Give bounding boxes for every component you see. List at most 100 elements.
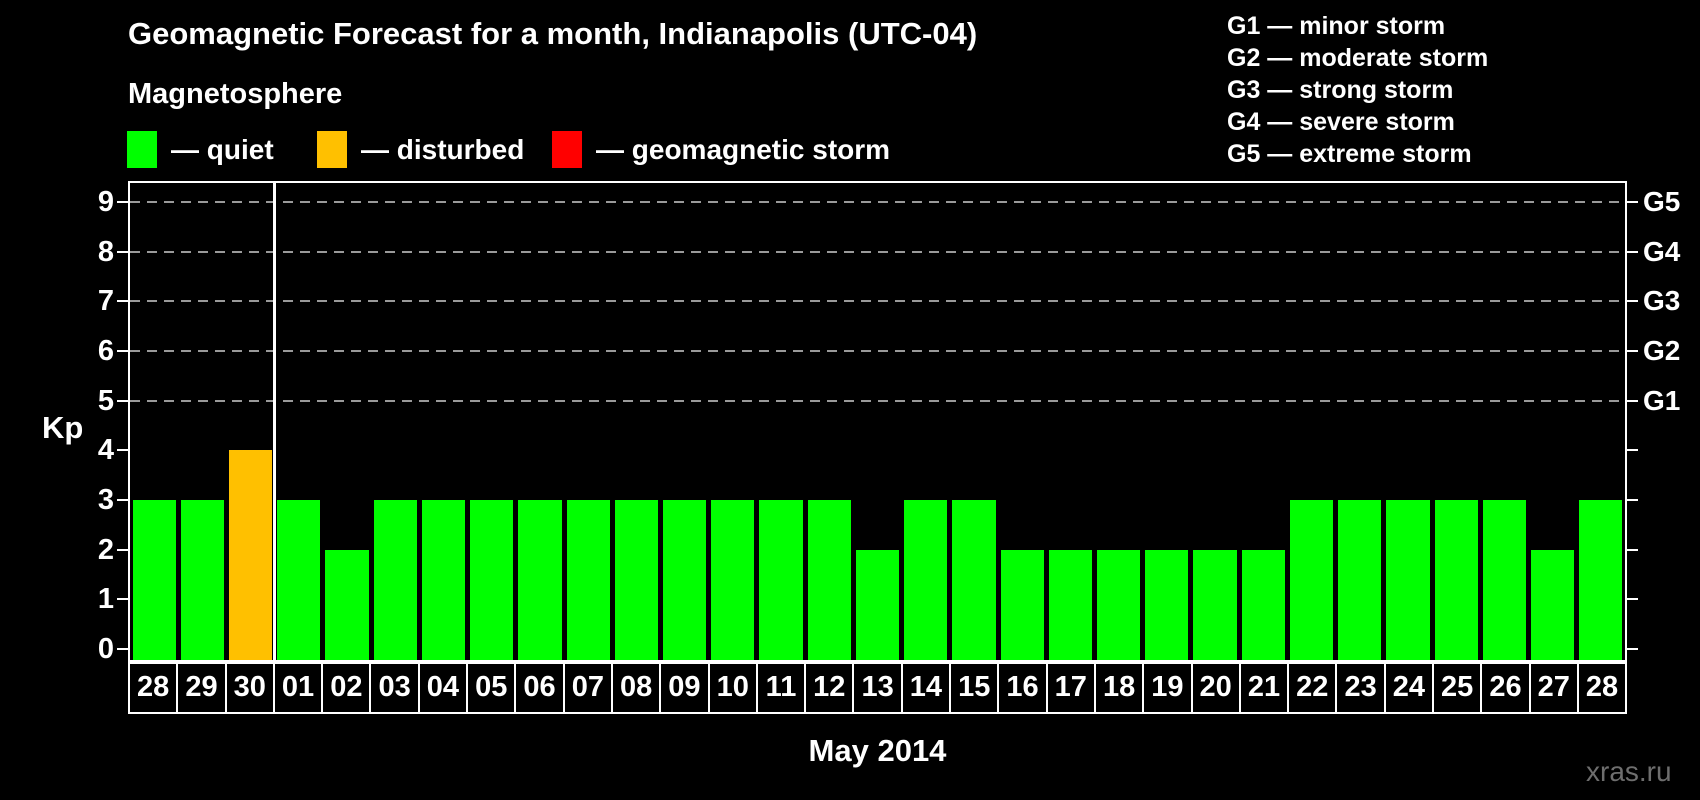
y-axis-tick-label: 9 [97,185,114,218]
day-label-cell: 18 [1093,662,1145,714]
day-label-cell: 28 [128,662,179,714]
right-axis-tick [1627,648,1638,650]
kp-bar [1193,549,1237,660]
kp-bar [662,500,707,660]
right-axis-tick [1627,548,1638,551]
kp-bar [1338,500,1382,660]
right-axis-tick [1627,200,1638,203]
day-label-cell: 27 [1528,662,1579,714]
day-label-cell: 16 [997,662,1048,714]
day-label-cell: 07 [562,662,613,714]
y-axis-tick [117,498,128,501]
kp-bar [1145,549,1189,660]
kp-bar [470,500,514,660]
kp-bar [1531,549,1575,660]
g-level-label: G1 [1643,384,1681,416]
day-label-cell: 26 [1480,662,1531,714]
kp-bar [228,450,273,660]
kp-bar [1289,500,1334,660]
kp-bar [1241,549,1285,660]
day-label-cell: 30 [224,662,275,714]
day-label-cell: 17 [1045,662,1096,714]
day-label-cell: 09 [659,662,710,714]
kp-bar [277,500,321,660]
kp-bar [373,500,417,660]
gridline [130,399,1625,402]
right-axis-tick [1627,449,1638,452]
day-label-cell: 10 [707,662,758,714]
g-scale-legend: G1 — minor storm G2 — moderate storm G3 … [1227,10,1488,170]
y-axis-tick-label: 1 [97,583,114,616]
disturbed-color-swatch [317,131,347,168]
legend-item-storm: — geomagnetic storm [552,131,890,168]
day-label-cell: 29 [176,662,227,714]
y-axis-tick [117,250,128,253]
day-label-cell: 14 [900,662,952,714]
day-label-cell: 03 [369,662,420,714]
gridline [130,300,1625,303]
y-axis-tick [117,399,128,402]
day-label-cell: 13 [852,662,903,714]
kp-bar [614,500,658,660]
g-level-label: G2 [1643,334,1681,366]
kp-bar [325,549,369,660]
y-axis-tick-label: 2 [97,533,114,566]
day-label-cell: 21 [1238,662,1290,714]
g-legend-line: G1 — minor storm [1227,12,1446,40]
gridline [130,250,1625,253]
page-title: Geomagnetic Forecast for a month, Indian… [128,16,978,51]
kp-bar [711,500,755,660]
day-label-cell: 19 [1142,662,1193,714]
g-level-label: G3 [1643,285,1681,317]
day-label-cell: 22 [1287,662,1338,714]
y-axis-tick [117,548,128,551]
kp-bar [421,500,466,660]
g-legend-line: G3 — strong storm [1227,76,1454,104]
kp-bar [904,500,948,660]
y-axis-tick-label: 7 [97,285,114,318]
gridline [130,349,1625,352]
kp-bar [180,500,224,660]
y-axis-tick [117,648,128,650]
legend-item-label: — geomagnetic storm [596,133,891,165]
right-axis-tick [1627,300,1638,303]
kp-bar [1482,500,1527,660]
watermark: xras.ru [1586,756,1672,787]
day-label-cell: 12 [804,662,855,714]
y-axis-tick [117,598,128,601]
g-legend-line: G2 — moderate storm [1227,44,1489,72]
x-axis-day-labels: 28 29 30 01 02 03 04 05 06 07 08 09 10 11 12 13 14 15 16 17… [128,662,1628,714]
y-axis-tick-label: 3 [97,483,114,516]
kp-bar [518,500,562,660]
kp-bar [1097,549,1141,660]
gridline [130,200,1625,203]
day-label-cell: 11 [755,662,807,714]
y-axis-tick-label: 4 [97,434,114,467]
kp-bar [132,500,176,660]
day-label-cell: 24 [1383,662,1435,714]
day-label-cell: 04 [417,662,469,714]
right-axis-tick [1627,349,1638,352]
right-axis-tick [1627,399,1638,402]
g-level-label: G5 [1643,185,1681,217]
g-legend-line: G4 — severe storm [1227,108,1455,136]
day-label-cell: 20 [1190,662,1241,714]
x-axis-month-label: May 2014 [808,733,947,768]
storm-color-swatch [552,131,582,168]
kp-bar [807,500,851,660]
y-axis-label: Kp [42,410,84,445]
y-axis-tick [117,349,128,352]
quiet-color-swatch [127,131,157,168]
day-label-cell: 01 [272,662,324,714]
y-axis-tick-label: 6 [97,334,114,367]
kp-bar [952,500,996,660]
right-axis-tick [1627,250,1638,253]
legend-item-label: — disturbed [361,133,525,165]
y-axis-tick [117,449,128,452]
magnetosphere-label: Magnetosphere [128,78,343,110]
day-label-cell: 23 [1335,662,1386,714]
y-axis-tick-label: 8 [97,235,114,268]
day-label-cell: 25 [1432,662,1483,714]
day-label-cell: 08 [610,662,662,714]
